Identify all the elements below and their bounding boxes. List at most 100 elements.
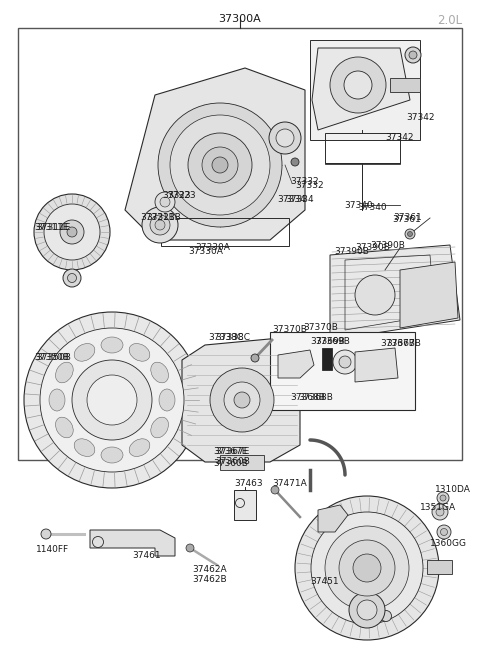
Circle shape xyxy=(170,115,270,215)
Text: 37370B: 37370B xyxy=(303,324,338,333)
Circle shape xyxy=(432,504,448,520)
Bar xyxy=(427,560,452,574)
Text: 37350B: 37350B xyxy=(34,354,69,362)
Circle shape xyxy=(40,328,184,472)
Circle shape xyxy=(210,368,274,432)
Circle shape xyxy=(333,350,357,374)
Circle shape xyxy=(405,47,421,63)
Circle shape xyxy=(44,204,100,260)
Text: 37390B: 37390B xyxy=(355,244,390,252)
Ellipse shape xyxy=(101,447,123,463)
Circle shape xyxy=(68,274,76,282)
Text: 37311E: 37311E xyxy=(36,223,71,233)
Circle shape xyxy=(295,496,439,640)
Circle shape xyxy=(158,103,282,227)
Text: 37368B: 37368B xyxy=(290,392,325,402)
Ellipse shape xyxy=(159,389,175,411)
Circle shape xyxy=(160,197,170,207)
Circle shape xyxy=(339,540,395,596)
Circle shape xyxy=(150,215,170,235)
Circle shape xyxy=(349,592,385,628)
Text: 37461: 37461 xyxy=(132,550,161,559)
Polygon shape xyxy=(125,68,305,240)
Text: 37323: 37323 xyxy=(167,191,196,200)
Polygon shape xyxy=(220,455,264,470)
Text: 1351GA: 1351GA xyxy=(420,502,456,512)
Circle shape xyxy=(353,554,381,582)
Text: 37361: 37361 xyxy=(393,214,422,223)
Text: 37300A: 37300A xyxy=(218,14,262,24)
Circle shape xyxy=(41,529,51,539)
Ellipse shape xyxy=(74,343,95,361)
Polygon shape xyxy=(278,350,314,378)
Bar xyxy=(322,348,332,370)
Circle shape xyxy=(72,360,152,440)
Text: 37338C: 37338C xyxy=(208,333,243,343)
Text: 37369B: 37369B xyxy=(315,337,350,346)
Circle shape xyxy=(437,525,451,539)
Circle shape xyxy=(344,71,372,99)
Circle shape xyxy=(436,508,444,516)
Circle shape xyxy=(234,392,250,408)
Text: 37471A: 37471A xyxy=(272,479,307,489)
Text: 37360B: 37360B xyxy=(213,458,248,468)
Text: 2.0L: 2.0L xyxy=(437,14,462,27)
Text: 37332: 37332 xyxy=(295,181,324,189)
Circle shape xyxy=(60,220,84,244)
Text: 37342: 37342 xyxy=(406,113,434,122)
Circle shape xyxy=(330,57,386,113)
Text: 37463: 37463 xyxy=(234,479,263,489)
Circle shape xyxy=(437,492,449,504)
Text: 37367B: 37367B xyxy=(380,339,415,348)
Ellipse shape xyxy=(74,439,95,457)
Bar xyxy=(390,78,420,92)
Ellipse shape xyxy=(49,389,65,411)
Circle shape xyxy=(269,122,301,154)
Polygon shape xyxy=(400,262,458,328)
Text: 37321B: 37321B xyxy=(146,214,181,223)
Text: 37340: 37340 xyxy=(344,200,372,210)
Ellipse shape xyxy=(129,439,150,457)
Text: 1140FF: 1140FF xyxy=(36,546,69,555)
Text: 37368B: 37368B xyxy=(298,392,333,402)
Circle shape xyxy=(271,486,279,494)
Polygon shape xyxy=(318,505,348,532)
Bar xyxy=(18,28,462,460)
Text: 37338C: 37338C xyxy=(215,333,250,343)
Circle shape xyxy=(355,275,395,315)
Text: 37340: 37340 xyxy=(358,204,386,212)
Polygon shape xyxy=(355,348,398,382)
Text: 37342: 37342 xyxy=(385,134,413,143)
Circle shape xyxy=(405,229,415,239)
Ellipse shape xyxy=(56,362,73,383)
Circle shape xyxy=(24,312,200,488)
Text: 37367E: 37367E xyxy=(215,447,250,457)
Circle shape xyxy=(311,512,423,624)
Circle shape xyxy=(409,51,417,59)
Text: 37360B: 37360B xyxy=(215,457,250,466)
Bar xyxy=(234,490,256,520)
Circle shape xyxy=(291,158,299,166)
Polygon shape xyxy=(182,338,300,462)
Circle shape xyxy=(441,529,447,536)
Text: 37451: 37451 xyxy=(310,578,338,586)
Circle shape xyxy=(212,157,228,173)
Circle shape xyxy=(224,382,260,418)
Text: 37334: 37334 xyxy=(285,195,313,204)
Ellipse shape xyxy=(151,362,168,383)
Circle shape xyxy=(155,192,175,212)
Circle shape xyxy=(381,610,392,622)
Circle shape xyxy=(440,495,446,501)
Circle shape xyxy=(186,544,194,552)
Circle shape xyxy=(188,133,252,197)
Text: 37370B: 37370B xyxy=(273,324,307,333)
Circle shape xyxy=(408,231,412,236)
Text: 37332: 37332 xyxy=(290,178,319,187)
Text: 37323: 37323 xyxy=(162,191,191,200)
Text: 37330A: 37330A xyxy=(195,244,230,252)
Circle shape xyxy=(63,269,81,287)
Circle shape xyxy=(67,227,77,237)
Text: 37462B: 37462B xyxy=(192,574,227,584)
Text: 37350B: 37350B xyxy=(36,354,71,362)
Text: 1310DA: 1310DA xyxy=(435,485,471,495)
